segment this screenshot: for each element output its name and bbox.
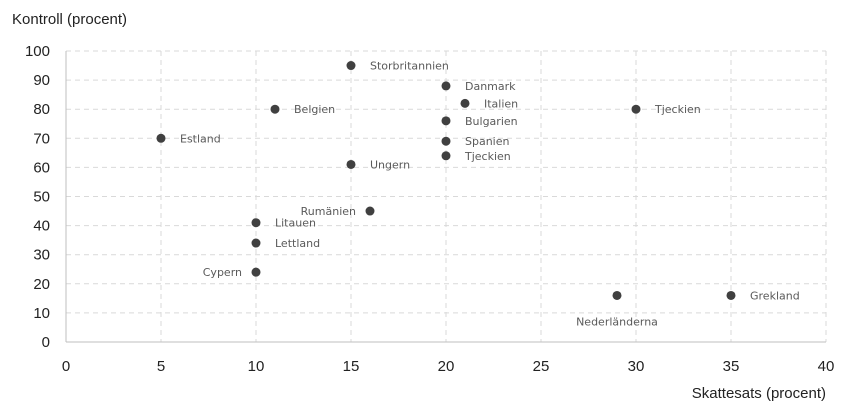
point-label: Lettland — [275, 237, 320, 250]
point-label: Estland — [180, 132, 221, 145]
x-tick-label: 20 — [438, 358, 455, 375]
data-points — [156, 61, 736, 300]
x-axis-title: Skattesats (procent) — [692, 385, 826, 402]
data-point — [441, 81, 451, 91]
data-point — [365, 206, 375, 216]
point-label: Ungern — [370, 158, 410, 171]
x-tick-label: 10 — [248, 358, 265, 375]
y-axis-title: Kontroll (procent) — [12, 11, 127, 28]
x-tick-label: 30 — [628, 358, 645, 375]
y-tick-label: 60 — [33, 159, 50, 176]
x-tick-label: 40 — [818, 358, 835, 375]
point-label: Grekland — [750, 289, 800, 302]
point-label: Bulgarien — [465, 115, 518, 128]
data-point — [441, 116, 451, 126]
grid-lines — [66, 50, 827, 342]
point-labels: Storbritannien Danmark Italien Belgien Tjeck… — [180, 60, 800, 329]
data-point — [346, 159, 356, 169]
point-label: Tjeckien — [464, 150, 511, 163]
point-label: Danmark — [465, 80, 516, 93]
x-tick-label: 0 — [62, 358, 70, 375]
point-label: Rumänien — [301, 205, 356, 218]
point-label: Litauen — [275, 217, 316, 230]
point-label: Italien — [484, 97, 518, 110]
y-tick-label: 40 — [33, 218, 50, 235]
point-label: Storbritannien — [370, 60, 449, 73]
data-point — [251, 267, 261, 277]
data-point — [251, 238, 261, 248]
tick-labels: 0 10 20 30 40 50 60 70 80 90 100 0 5 10 15 20 25 30 35 40 — [25, 43, 834, 375]
x-tick-label: 25 — [533, 358, 550, 375]
x-tick-label: 5 — [157, 358, 165, 375]
data-point — [156, 133, 166, 143]
y-tick-label: 50 — [33, 189, 50, 206]
data-point — [612, 290, 622, 300]
axes — [65, 51, 826, 343]
y-tick-label: 100 — [25, 43, 50, 60]
data-point — [346, 61, 356, 71]
y-tick-label: 30 — [33, 247, 50, 264]
point-label: Tjeckien — [654, 103, 701, 116]
y-tick-label: 20 — [33, 276, 50, 293]
data-point — [270, 104, 280, 114]
data-point — [441, 136, 451, 146]
y-tick-label: 80 — [33, 101, 50, 118]
point-label: Belgien — [294, 103, 335, 116]
y-tick-label: 0 — [42, 334, 50, 351]
x-tick-label: 35 — [723, 358, 740, 375]
point-label: Spanien — [465, 135, 510, 148]
point-label: Nederländerna — [576, 315, 658, 328]
x-tick-label: 15 — [343, 358, 360, 375]
data-point — [441, 151, 451, 161]
y-tick-label: 90 — [33, 72, 50, 89]
y-tick-label: 10 — [33, 305, 50, 322]
data-point — [251, 218, 261, 228]
data-point — [726, 290, 736, 300]
data-point — [631, 104, 641, 114]
data-point — [460, 98, 470, 108]
y-tick-label: 70 — [33, 130, 50, 147]
point-label: Cypern — [203, 266, 242, 279]
